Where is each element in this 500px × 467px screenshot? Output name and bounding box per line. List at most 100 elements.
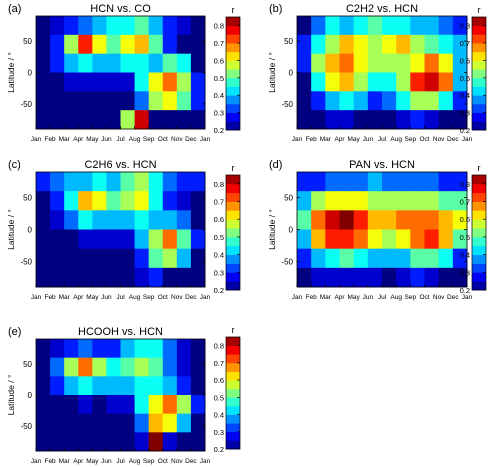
heatmap-cell: [78, 267, 93, 288]
colorbar-segment: [472, 103, 486, 114]
heatmap-cell: [64, 432, 79, 452]
heatmap-cell: [382, 72, 397, 92]
colorbar-tick-label: 0.7: [214, 39, 224, 48]
heatmap-cell: [134, 395, 150, 415]
heatmap-cell: [325, 229, 340, 250]
heatmap-cell: [297, 110, 312, 130]
y-tick-label: -50: [20, 100, 32, 109]
y-tick-label: -50: [20, 422, 32, 431]
colorbar-segment: [472, 25, 486, 35]
heatmap-cell: [176, 376, 192, 396]
colorbar-segment: [226, 112, 240, 122]
heatmap-cell: [353, 34, 369, 55]
heatmap-cell: [367, 191, 383, 211]
heatmap-cell: [36, 110, 51, 130]
x-tick-label: Jan: [31, 136, 42, 143]
heatmap-cell: [297, 172, 312, 192]
colorbar-tick-label: 0.2: [460, 286, 470, 295]
heatmap-cell: [78, 357, 93, 377]
colorbar-segment: [226, 103, 240, 114]
heatmap-cell: [120, 34, 135, 55]
heatmap-cell: [92, 395, 107, 415]
heatmap-cell: [36, 72, 51, 92]
heatmap-cell: [106, 72, 121, 92]
x-tick-label: Dec: [447, 294, 459, 301]
heatmap-cell: [339, 191, 355, 211]
heatmap-cell: [120, 248, 135, 269]
heatmap-cell: [353, 210, 369, 230]
heatmap-cell: [410, 172, 425, 192]
heatmap-cell: [424, 248, 440, 269]
heatmap-cell: [92, 91, 107, 111]
x-tick-label: Feb: [306, 136, 318, 143]
x-tick-label: Mar: [320, 294, 332, 301]
heatmap-cell: [367, 248, 383, 269]
heatmap-cell: [325, 110, 340, 130]
colorbar-tick-label: 0.7: [460, 198, 470, 207]
y-axis-label: Latitude / °: [6, 209, 16, 250]
heatmap-cell: [382, 191, 397, 211]
heatmap-cell: [438, 229, 454, 250]
colorbar-segment: [226, 337, 240, 347]
heatmap-cell: [311, 53, 326, 73]
heatmap-cell: [106, 248, 121, 269]
heatmap-cell: [148, 376, 164, 396]
y-tick-label: 50: [23, 360, 32, 369]
y-tick-label: 0: [289, 226, 294, 235]
colorbar-tick-label: 0.6: [460, 56, 470, 65]
heatmap-cell: [353, 91, 369, 111]
heatmap-cell: [190, 172, 206, 192]
y-tick-label: 50: [23, 37, 32, 46]
heatmap-cell: [311, 72, 326, 92]
heatmap-cell: [353, 191, 369, 211]
heatmap-cell: [339, 34, 355, 55]
heatmap-cell: [120, 72, 135, 92]
heatmap-cell: [438, 72, 454, 92]
heatmap-cell: [64, 395, 79, 415]
heatmap-cell: [424, 191, 440, 211]
heatmap-cell: [325, 72, 340, 92]
colorbar-tick-label: 0.7: [460, 39, 470, 48]
colorbar-tick-label: 0.4: [460, 91, 470, 100]
heatmap-cell: [438, 91, 454, 111]
heatmap-cell: [36, 16, 51, 36]
heatmap-cell: [325, 53, 340, 73]
heatmap-cell: [78, 172, 93, 192]
heatmap-cell: [311, 16, 326, 36]
heatmap-cell: [92, 376, 107, 396]
colorbar-tick-label: 0.6: [214, 376, 224, 385]
heatmap-cell: [190, 72, 206, 92]
colorbar-segment: [472, 219, 486, 229]
colorbar-segment: [226, 51, 240, 61]
heatmap-cell: [92, 34, 107, 55]
colorbar-segment: [226, 192, 240, 202]
colorbar-tick-label: 0.8: [214, 342, 224, 351]
heatmap-cell: [339, 267, 355, 288]
heatmap-cell: [190, 376, 206, 396]
heatmap-cell: [120, 110, 135, 130]
heatmap-cell: [410, 248, 425, 269]
x-tick-label: Jan: [31, 458, 42, 465]
heatmap-cell: [50, 72, 65, 92]
x-tick-label: Nov: [171, 294, 183, 301]
heatmap-cell: [424, 72, 440, 92]
heatmap-cell: [78, 91, 93, 111]
heatmap-cell: [382, 91, 397, 111]
colorbar-segment: [226, 219, 240, 229]
heatmap-cell: [50, 16, 65, 36]
heatmap-cell: [396, 229, 411, 250]
x-tick-label: Mar: [59, 136, 71, 143]
heatmap-cell: [148, 357, 164, 377]
heatmap-cell: [64, 339, 79, 359]
heatmap-cell: [162, 172, 178, 192]
heatmap-cell: [134, 53, 150, 73]
x-tick-label: Jan: [292, 136, 303, 143]
heatmap-cell: [106, 395, 121, 415]
x-tick-label: Feb: [44, 458, 56, 465]
colorbar-segment: [226, 371, 240, 381]
colorbar-segment: [226, 60, 240, 70]
colorbar-frame: [225, 174, 241, 291]
x-tick-label: May: [348, 294, 361, 301]
colorbar-segment: [472, 17, 486, 27]
heatmap-cell: [339, 72, 355, 92]
